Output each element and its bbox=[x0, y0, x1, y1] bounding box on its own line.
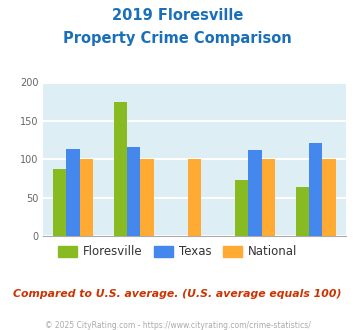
Text: © 2025 CityRating.com - https://www.cityrating.com/crime-statistics/: © 2025 CityRating.com - https://www.city… bbox=[45, 321, 310, 330]
Bar bbox=[80, 159, 93, 236]
Bar bbox=[53, 169, 66, 236]
Bar bbox=[235, 180, 248, 236]
Bar bbox=[262, 159, 275, 236]
Bar bbox=[188, 159, 201, 236]
Bar bbox=[248, 150, 262, 236]
Legend: Floresville, Texas, National: Floresville, Texas, National bbox=[53, 241, 302, 263]
Bar bbox=[322, 159, 336, 236]
Text: 2019 Floresville: 2019 Floresville bbox=[112, 8, 243, 23]
Text: Compared to U.S. average. (U.S. average equals 100): Compared to U.S. average. (U.S. average … bbox=[13, 289, 342, 299]
Bar bbox=[127, 147, 140, 236]
Text: Property Crime Comparison: Property Crime Comparison bbox=[63, 31, 292, 46]
Bar bbox=[296, 187, 309, 236]
Bar bbox=[140, 159, 154, 236]
Bar bbox=[114, 102, 127, 236]
Bar bbox=[66, 149, 80, 236]
Bar bbox=[309, 143, 322, 236]
